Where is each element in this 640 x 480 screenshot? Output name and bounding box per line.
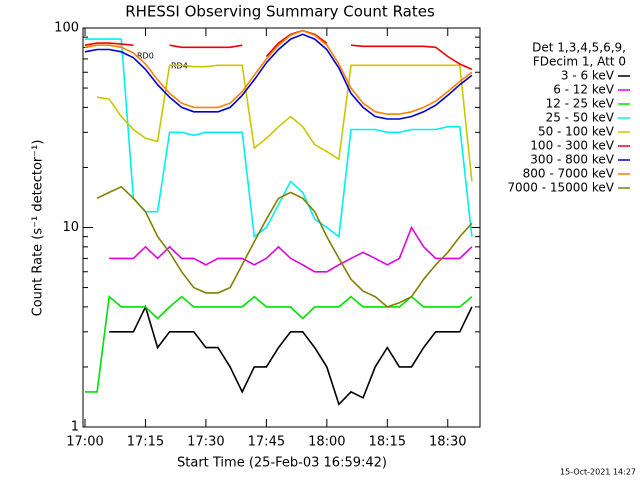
legend-label: 12 - 25 keV bbox=[546, 97, 615, 111]
x-tick-label: 18:00 bbox=[308, 435, 345, 450]
x-tick-label: 18:30 bbox=[429, 435, 466, 450]
series-line bbox=[85, 38, 473, 239]
x-tick-label: 17:30 bbox=[187, 435, 224, 450]
legend-header: FDecim 1, Att 0 bbox=[533, 55, 626, 69]
series-line bbox=[85, 295, 473, 393]
annotation: RD0 bbox=[137, 52, 154, 61]
legend-label: 800 - 7000 keV bbox=[523, 167, 615, 181]
legend-label: 6 - 12 keV bbox=[553, 83, 615, 97]
series-line bbox=[96, 185, 473, 308]
legend-label: 300 - 800 keV bbox=[530, 153, 614, 167]
chart-title: RHESSI Observing Summary Count Rates bbox=[125, 3, 435, 21]
legend-label: 3 - 6 keV bbox=[561, 69, 615, 83]
y-tick-label: 1 bbox=[71, 420, 79, 435]
legend-label: 7000 - 15000 keV bbox=[507, 181, 614, 195]
x-tick-label: 17:15 bbox=[127, 435, 164, 450]
series-line bbox=[84, 29, 473, 71]
y-axis-label: Count Rate (s⁻¹ detector⁻¹) bbox=[31, 140, 46, 317]
x-tick-label: 18:15 bbox=[369, 435, 406, 450]
series-line bbox=[84, 33, 473, 120]
y-tick-label: 100 bbox=[54, 21, 79, 36]
legend-label: 25 - 50 keV bbox=[546, 111, 615, 125]
footer: 15-Oct-2021 14:27 bbox=[560, 468, 636, 477]
x-tick-label: 17:45 bbox=[248, 435, 285, 450]
series-line bbox=[109, 225, 473, 273]
series-line bbox=[109, 304, 473, 406]
series-line bbox=[84, 29, 473, 115]
legend-label: 100 - 300 keV bbox=[530, 139, 614, 153]
series-line bbox=[96, 64, 473, 182]
y-tick-label: 10 bbox=[62, 220, 79, 235]
x-axis-label: Start Time (25-Feb-03 16:59:42) bbox=[177, 456, 387, 471]
x-tick-label: 17:00 bbox=[66, 435, 103, 450]
legend-label: 50 - 100 keV bbox=[538, 125, 615, 139]
legend-header: Det 1,3,4,5,6,9, bbox=[532, 41, 626, 55]
